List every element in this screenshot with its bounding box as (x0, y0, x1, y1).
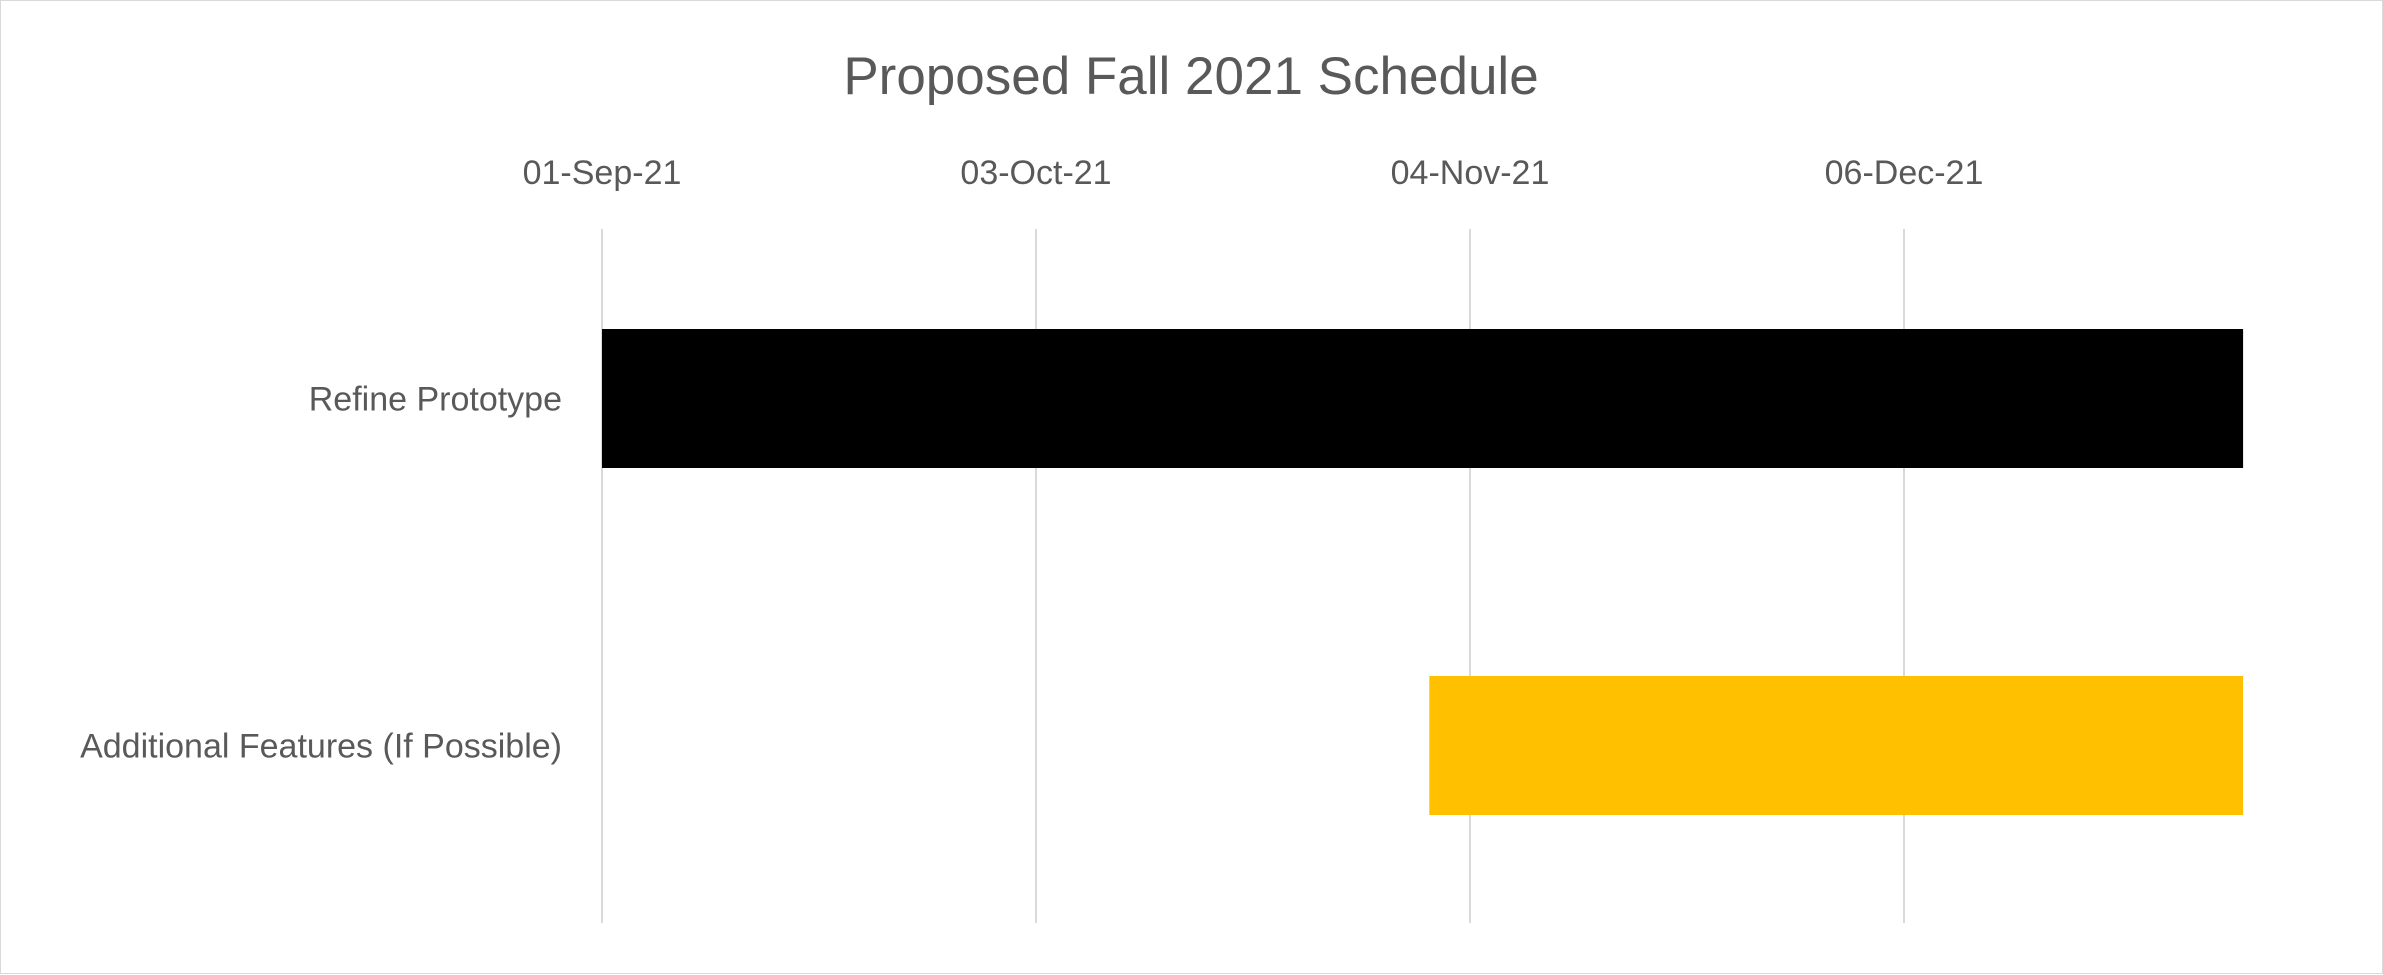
x-axis-ticks: 01-Sep-21 03-Oct-21 04-Nov-21 06-Dec-21 (523, 154, 1984, 192)
category-label: Refine Prototype (309, 381, 562, 419)
task-bars (602, 329, 2244, 815)
task-bar (602, 329, 2244, 468)
x-tick-label: 06-Dec-21 (1825, 154, 1984, 192)
chart-title: Proposed Fall 2021 Schedule (843, 47, 1538, 106)
x-tick-label: 03-Oct-21 (960, 154, 1111, 192)
x-tick-label: 01-Sep-21 (523, 154, 682, 192)
task-bar (1429, 676, 2244, 815)
category-label: Additional Features (If Possible) (80, 728, 562, 766)
x-tick-label: 04-Nov-21 (1391, 154, 1550, 192)
category-labels: Refine Prototype Additional Features (If … (80, 381, 562, 766)
